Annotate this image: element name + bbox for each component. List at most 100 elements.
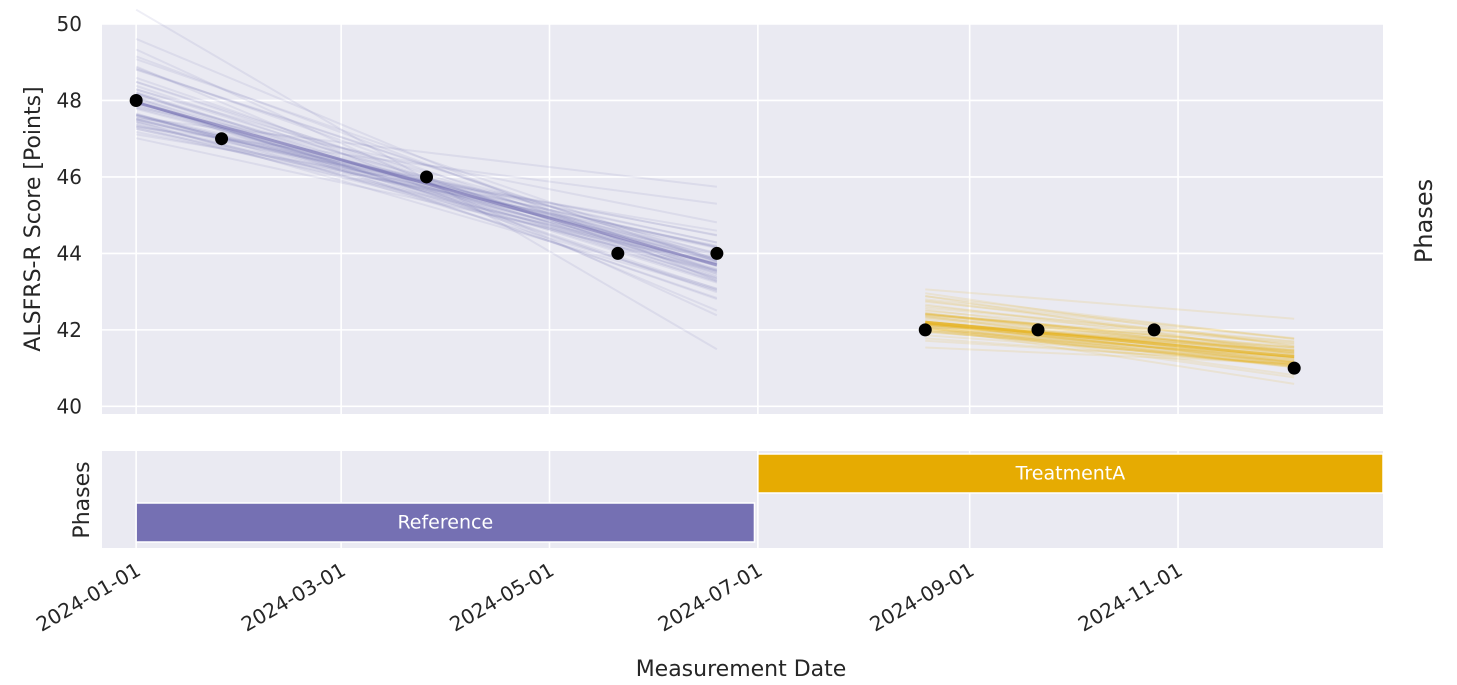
fit-line-sample [925,327,1295,369]
fit-line-sample [925,329,1295,367]
fit-line-sample [135,118,718,254]
fit-line-sample [925,304,1295,346]
phase-bars: Reference TreatmentA [135,453,1384,543]
fit-line-sample [135,137,718,265]
fit-line-sample [135,68,718,263]
y-tick-label: 48 [57,88,82,112]
fit-line-sample [925,323,1295,363]
fit-line-sample [925,322,1295,364]
fit-line-sample [135,120,718,291]
data-point [1147,323,1161,337]
right-phases-label: Phases [1410,179,1438,263]
fit-line-sample [135,127,718,249]
data-point [611,246,625,260]
fit-line-sample [925,337,1295,367]
fit-line-sample [135,114,718,266]
fit-lines [135,8,1295,385]
x-tick-label: 2024-01-01 [32,558,145,637]
fit-line-sample [135,37,718,282]
fit-line-mean [925,320,1295,359]
fit-line-sample [925,334,1295,363]
fit-line-sample [135,96,718,275]
data-point [1031,323,1045,337]
fit-line-sample [925,326,1295,361]
fit-line-mean [135,100,718,267]
fit-line-sample [135,123,718,256]
fit-line-sample [135,122,718,267]
fit-line-sample [925,323,1295,377]
fit-line-sample [135,114,718,260]
fit-line-sample [925,300,1295,340]
fit-line-sample [925,313,1295,357]
fit-line-sample [925,330,1295,367]
fit-line-sample [925,312,1295,352]
phase-label: TreatmentA [1015,463,1126,485]
y-tick-label: 50 [57,12,82,36]
fit-line-sample [925,310,1295,343]
y-tick-label: 40 [57,394,82,418]
phase-bar-reference [135,502,756,543]
fit-line-sample [925,339,1295,365]
fit-line-sample [925,327,1295,367]
phase-label: Reference [397,512,493,534]
fit-line-sample [925,295,1295,340]
fit-line-sample [925,326,1295,366]
phase-bar-treatmenta [757,453,1384,494]
phase-axis-label: Phases [70,461,95,538]
fit-line-sample [925,346,1295,365]
fit-line-sample [925,316,1295,354]
fit-line-sample [135,106,718,224]
fit-line-sample [925,313,1295,354]
main-plot-area [102,24,1383,414]
fit-line-sample [135,55,718,273]
fit-line-sample [925,330,1295,366]
fit-line-sample [135,65,718,312]
data-point [710,246,724,260]
fit-line-sample [925,312,1295,349]
fit-line-sample [925,324,1295,379]
fit-line-sample [135,104,718,271]
x-tick-label: 2024-03-01 [237,558,350,637]
data-point [420,170,434,184]
fit-line-sample [925,322,1295,369]
fit-line-sample [135,97,718,300]
fit-line-sample [925,288,1295,320]
fit-line-sample [925,326,1295,385]
fit-line-sample [135,58,718,261]
y-tick-label: 42 [57,318,82,342]
data-point [918,323,932,337]
y-tick-label: 46 [57,165,82,189]
y-axis-label: ALSFRS-R Score [Points] [21,86,46,351]
fit-line-sample [135,113,718,262]
fit-line-sample [925,323,1295,361]
fit-line-sample [925,314,1295,345]
data-points [129,93,1301,375]
fit-line-sample [925,331,1295,358]
fit-line-sample [925,303,1295,353]
x-axis-label: Measurement Date [636,657,847,682]
fit-line-sample [135,100,718,299]
fit-line-sample [925,324,1295,369]
x-tick-label: 2024-11-01 [1074,558,1187,637]
fit-line-sample [135,121,718,273]
fit-line-sample [925,323,1295,365]
fit-line-sample [925,313,1295,349]
fit-line-sample [135,113,718,272]
x-tick-label: 2024-09-01 [866,558,979,637]
fit-line-sample [135,131,718,247]
fit-line-sample [925,322,1295,364]
fit-line-sample [925,312,1295,355]
fit-line-sample [925,298,1295,340]
fit-line-sample [925,328,1295,364]
y-tick-label: 44 [57,241,82,265]
fit-line-sample [925,292,1295,348]
fit-line-sample [135,68,718,262]
data-point [129,93,143,107]
fit-line-sample [925,323,1295,363]
data-point [1287,361,1301,375]
fit-line-sample [925,306,1295,343]
fit-line-sample [925,308,1295,356]
fit-line-sample [925,328,1295,359]
fit-line-sample [925,294,1295,356]
